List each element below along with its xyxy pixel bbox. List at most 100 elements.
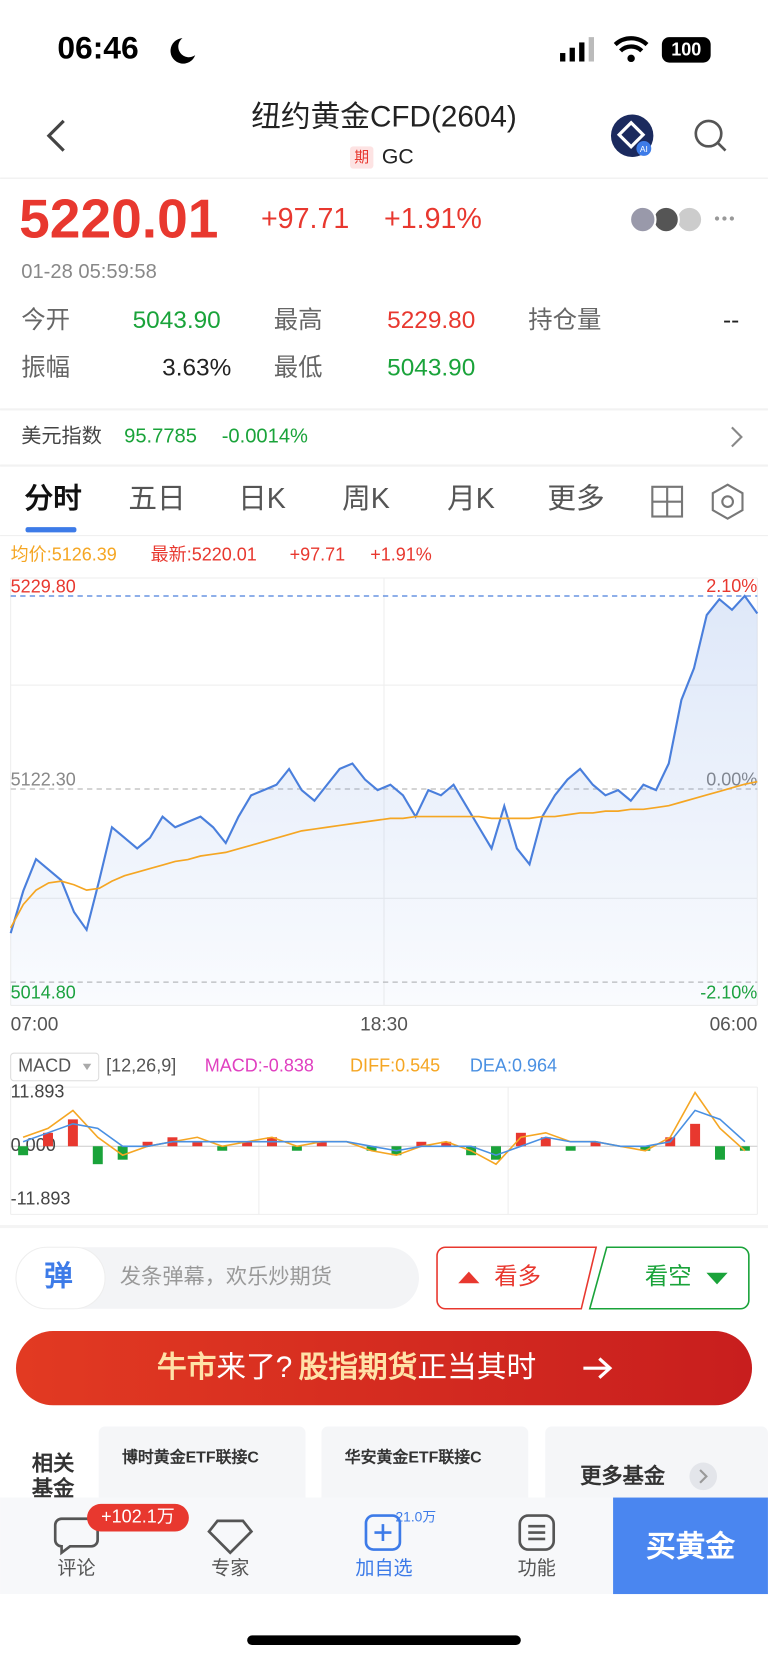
macd-bar [43, 1132, 53, 1147]
y-tick-label: -11.893 [11, 1188, 71, 1208]
tab[interactable]: 五日 [128, 483, 185, 515]
avg-line [9, 780, 758, 929]
back-button[interactable] [46, 119, 65, 152]
stat-value: 5043.90 [133, 307, 221, 334]
nav-item[interactable]: 功能 [518, 1558, 556, 1580]
watch-count: 21.0万 [396, 1509, 437, 1524]
avatar[interactable] [675, 205, 704, 234]
macd-params: [12,26,9] [106, 1056, 176, 1076]
bear-arrow [706, 1272, 728, 1285]
tab[interactable]: 月K [447, 483, 495, 515]
stat-value: 5043.90 [387, 355, 475, 382]
price-change-pct: +1.91% [384, 203, 482, 235]
stat-label: 持仓量 [528, 307, 601, 334]
tab[interactable]: 分时 [24, 483, 82, 515]
fund-card[interactable] [321, 1426, 529, 1512]
promo-text: 牛市来了? 股指期货正当其时 [157, 1350, 536, 1384]
nav-item[interactable]: 专家 [211, 1558, 249, 1580]
macd-bar [242, 1141, 253, 1147]
macd-bar [366, 1146, 377, 1151]
divider [0, 1224, 768, 1229]
dea-line [22, 1109, 746, 1157]
bull-button[interactable] [436, 1246, 598, 1310]
usd-arrow[interactable] [731, 426, 743, 448]
price-area [10, 595, 758, 1006]
macd-bar [416, 1141, 427, 1147]
x-tick-label: 07:00 [11, 1015, 59, 1036]
comment-count: +102.1万 [101, 1506, 175, 1526]
clock: 06:46 [57, 29, 138, 65]
macd-bar [515, 1132, 526, 1147]
tab[interactable]: 周K [342, 483, 390, 515]
price-change: +97.71 [261, 203, 349, 235]
macd-bar [540, 1137, 551, 1147]
fund-name: 华安黄金ETF联接C [345, 1448, 482, 1467]
plus [374, 1524, 392, 1542]
ai-label: AI [640, 144, 648, 154]
expert-icon [207, 1519, 254, 1555]
settings-button[interactable] [711, 483, 744, 520]
latest-info: 最新:5220.01 [151, 545, 257, 565]
price-line [9, 594, 759, 934]
bear-button[interactable] [588, 1246, 750, 1310]
nav-item[interactable]: 评论 [57, 1558, 95, 1580]
macd-bar [92, 1146, 103, 1165]
stat-value: 3.63% [162, 355, 231, 382]
danmu-input[interactable] [15, 1247, 419, 1309]
y-tick-label: 5229.80 [11, 576, 76, 596]
tab[interactable]: 更多 [547, 483, 604, 515]
macd-bar [739, 1146, 750, 1151]
more-funds-card[interactable] [545, 1426, 768, 1512]
fund-card[interactable] [98, 1426, 306, 1512]
comment-badge [87, 1503, 189, 1532]
macd-frame [10, 1086, 758, 1215]
ai-dot [636, 141, 652, 156]
danmu-placeholder: 发条弹幕，欢乐炒期货 [120, 1265, 332, 1289]
danmu-icon: 弹 [44, 1261, 73, 1293]
fund-name: 博时黄金ETF联接C [122, 1448, 259, 1467]
macd-bar [316, 1141, 327, 1147]
diff-value: DIFF:0.545 [350, 1056, 440, 1076]
usd-value: 95.7785 [124, 425, 197, 447]
macd-bar [491, 1146, 501, 1160]
promo-part: 来了? [216, 1351, 292, 1384]
indicator-selector[interactable] [10, 1052, 100, 1082]
promo-banner[interactable] [15, 1331, 753, 1406]
search-button[interactable] [694, 119, 723, 148]
macd-value: MACD:-0.838 [205, 1056, 314, 1076]
wifi-icon [613, 36, 649, 53]
indicator-name: MACD [18, 1056, 71, 1076]
buy-button[interactable] [613, 1497, 768, 1595]
macd-bar [565, 1146, 576, 1151]
watchlist-icon [364, 1514, 402, 1551]
moon-icon [170, 38, 196, 64]
battery [661, 37, 711, 63]
function-icon [518, 1514, 556, 1551]
layout-grid [652, 486, 683, 517]
stat-value: 5229.80 [387, 307, 475, 334]
divider [0, 408, 768, 411]
macd-bar [441, 1141, 452, 1147]
x-tick-label: 06:00 [710, 1015, 758, 1036]
bear-label: 看空 [645, 1263, 692, 1289]
stat-label: 振幅 [21, 355, 70, 382]
macd-bar [142, 1141, 153, 1147]
usd-pct: -0.0014% [222, 425, 308, 447]
nav-item[interactable]: 加自选 [355, 1558, 412, 1580]
change-info: +97.71 [290, 545, 346, 565]
more-button[interactable] [714, 216, 734, 221]
stat-value: -- [723, 307, 739, 334]
tab[interactable]: 日K [238, 483, 286, 515]
ai-logo [616, 120, 646, 149]
stat-label: 今开 [21, 307, 70, 334]
tab-indicator [25, 527, 77, 533]
home-indicator [247, 1635, 521, 1645]
page-title: 纽约黄金CFD(2604) [251, 101, 517, 134]
avatar[interactable] [628, 205, 657, 234]
last-price: 5220.01 [19, 187, 218, 249]
funds-label: 基金 [32, 1476, 75, 1501]
avatar[interactable] [652, 205, 680, 234]
promo-part: 正当其时 [417, 1351, 536, 1384]
